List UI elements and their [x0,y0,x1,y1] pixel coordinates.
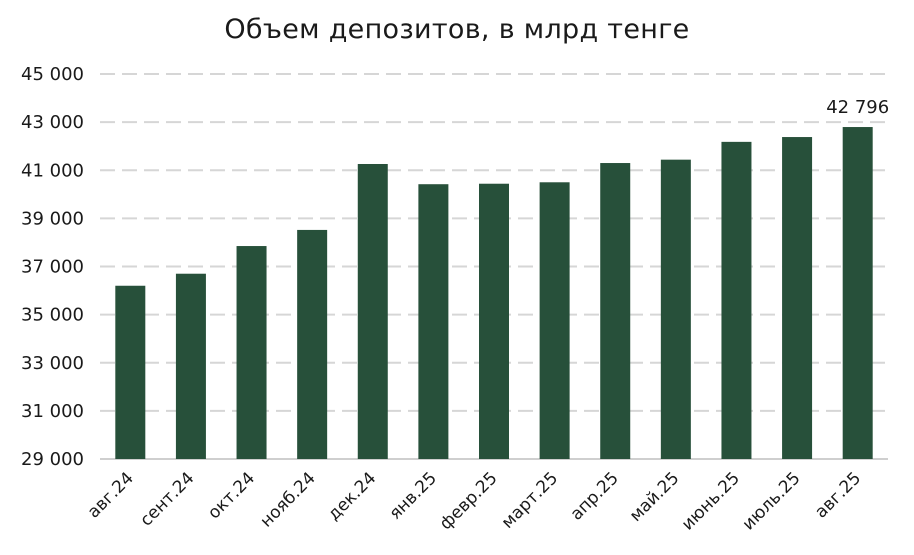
bar [539,182,570,459]
bar [357,163,388,459]
bar [721,141,752,459]
x-tick-label: авг.25 [811,468,865,522]
x-tick-label: февр.25 [436,468,502,534]
chart-title: Объем депозитов, в млрд тенге [224,14,690,45]
bar [600,163,631,459]
x-tick-label: март.25 [498,468,562,532]
bar [842,127,873,459]
bar [297,229,328,459]
x-tick-label: окт.24 [204,468,259,523]
x-tick-label: май.25 [626,468,684,526]
y-tick-label: 29 000 [21,449,84,470]
y-tick-label: 33 000 [21,353,84,374]
bar [479,183,509,459]
y-tick-label: 37 000 [21,257,84,278]
x-tick-label: дек.24 [324,468,380,524]
x-tick-label: нояб.24 [257,468,320,531]
bar [660,159,691,459]
y-tick-label: 35 000 [21,305,84,326]
x-tick-label: сент.24 [136,468,198,530]
bar [175,273,206,459]
x-tick-label: апр.25 [567,468,623,524]
bar [782,137,813,459]
y-tick-label: 31 000 [21,401,84,422]
x-tick-label: янв.25 [385,468,440,523]
data-label: 42 796 [826,97,889,118]
x-tick-label: июль.25 [739,468,805,534]
x-tick-label: июнь.25 [678,468,744,534]
y-tick-label: 41 000 [21,160,84,181]
y-tick-label: 39 000 [21,208,84,229]
bar [418,184,449,460]
x-tick-label: авг.24 [84,468,138,522]
y-tick-label: 45 000 [21,64,84,85]
bar [115,285,146,459]
y-tick-label: 43 000 [21,112,84,133]
bar [236,246,267,459]
